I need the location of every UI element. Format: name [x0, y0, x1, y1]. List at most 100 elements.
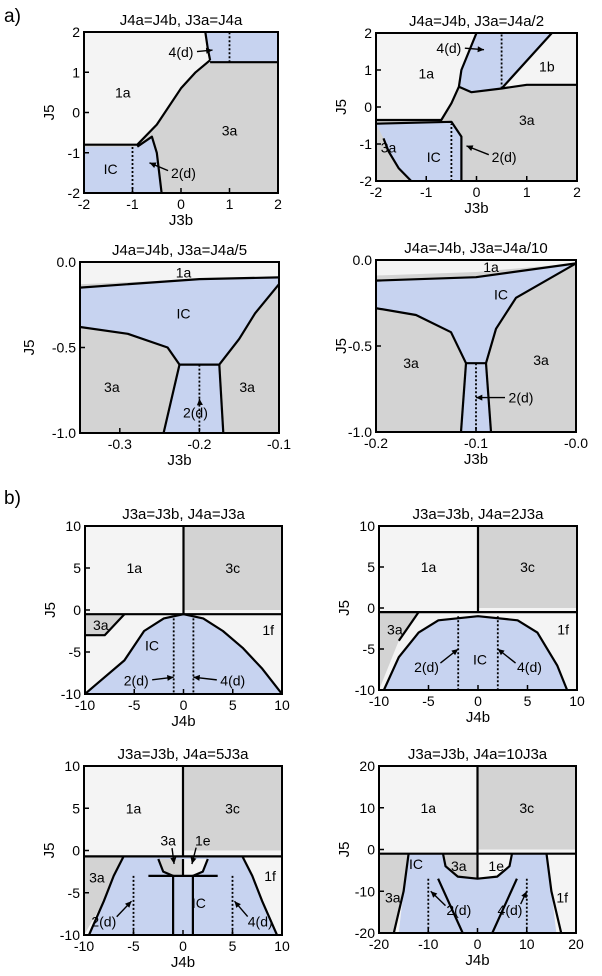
region-label-1f: 1f: [556, 890, 568, 906]
region-label-3a: 3a: [385, 890, 401, 906]
x-axis-label: J3b: [167, 452, 191, 469]
y-tick-label: -2: [68, 185, 81, 201]
y-tick-label: 0.0: [353, 252, 373, 268]
y-tick-label: 2: [72, 24, 80, 40]
region-label-3a: 3a: [222, 123, 238, 139]
x-axis-label: J4b: [171, 713, 195, 730]
plot-area: [379, 766, 576, 933]
x-tick-label: -10: [418, 936, 438, 952]
y-tick-label: -1.0: [52, 425, 76, 441]
region-label-IC: IC: [473, 652, 487, 668]
x-tick-label: 1: [226, 196, 234, 212]
y-axis-label: J5: [333, 99, 350, 115]
region-label-1b: 1b: [539, 58, 555, 74]
panel-5: 1a 3c 3a 1f IC 2(d) 4(d) -10 -5 0 5 10 -10 -5 0 5 10 J3a=…: [42, 506, 290, 730]
y-tick-label: 1: [364, 62, 372, 78]
region-label-1a: 1a: [115, 84, 131, 100]
region-label-3c: 3c: [520, 559, 535, 575]
region-label-1a: 1a: [176, 264, 192, 280]
region-label-IC: IC: [409, 856, 423, 872]
region-label-1a: 1a: [483, 259, 499, 275]
x-axis-label: J4b: [466, 709, 490, 726]
x-tick-label: -0.0: [564, 435, 588, 451]
x-tick-label: 0: [474, 936, 482, 952]
y-tick-label: 1: [72, 64, 80, 80]
panel-2: 1a 1b3a3aIC4(d)2(d)-2 -1 0 1 2-2-1012J4a=J4b,…: [333, 13, 581, 217]
region-4(d): [205, 32, 278, 62]
panel-1: 1a3aIC4(d)2(d)-2 -1 0 1 2-2-1012J4a=J4b, J3a…: [41, 12, 282, 229]
region-label-3a: 3a: [160, 832, 176, 848]
region-label-3a: 3a: [403, 355, 419, 371]
x-axis-label: J4b: [465, 952, 489, 969]
x-tick-label: 10: [274, 938, 290, 954]
y-axis-label: J5: [42, 602, 59, 618]
x-tick-label: 0: [474, 693, 482, 709]
y-tick-label: 10: [359, 518, 375, 534]
y-tick-label: -2: [360, 173, 373, 189]
y-tick-label: 0: [73, 602, 81, 618]
y-tick-label: 5: [73, 560, 81, 576]
y-tick-label: -10: [60, 927, 80, 943]
panel-title: J3a=J3b, J4a=J3a: [122, 506, 245, 523]
y-tick-label: 2: [364, 25, 372, 41]
region-label-IC: IC: [427, 149, 441, 165]
y-axis-label: J5: [41, 105, 58, 121]
panel-title: J3a=J3b, J4a=5J3a: [118, 746, 250, 763]
x-tick-label: -0.1: [464, 435, 488, 451]
region-label-3a: 3a: [89, 870, 105, 886]
region-label-3a: 3a: [93, 617, 109, 633]
region-label-IC: IC: [104, 161, 118, 177]
y-tick-label: 0.0: [57, 254, 77, 270]
x-tick-label: 2: [274, 196, 282, 212]
x-tick-label: 5: [229, 938, 237, 954]
y-tick-label: 5: [367, 559, 375, 575]
y-tick-label: -10: [355, 883, 375, 899]
y-axis-label: J5: [21, 340, 38, 356]
x-tick-label: -1: [420, 184, 433, 200]
x-axis-label: J4b: [171, 954, 195, 971]
y-tick-label: -5: [69, 644, 82, 660]
section-label-a: a): [4, 6, 21, 27]
x-tick-label: 0: [180, 697, 188, 713]
panel-title: J4a=J4b, J3a=J4a: [120, 12, 243, 29]
y-tick-label: -0.5: [348, 338, 372, 354]
region-label-3c: 3c: [225, 800, 240, 816]
x-tick-label: -5: [127, 938, 140, 954]
panel-title: J4a=J4b, J3a=J4a/2: [409, 13, 544, 30]
x-tick-label: 10: [569, 693, 585, 709]
region-label-1f: 1f: [557, 621, 569, 637]
y-tick-label: -20: [355, 925, 375, 941]
x-axis-label: J3b: [464, 451, 488, 468]
x-tick-label: 1: [523, 184, 531, 200]
panel-title: J3a=J3b, J4a=2J3a: [413, 506, 545, 523]
x-tick-label: -5: [422, 693, 435, 709]
region-label-3a: 3a: [387, 621, 403, 637]
y-tick-label: 10: [65, 518, 81, 534]
panel-4: 1aIC3a 3a2(d)-0.2 -0.1 -0.0-1.0-0.50.0J4a=J…: [333, 240, 588, 468]
x-tick-label: 10: [274, 697, 290, 713]
y-tick-label: 0: [72, 843, 80, 859]
x-tick-label: 5: [524, 693, 532, 709]
panel-8: 1a 3cIC 3a 1e3a 1f2(d) 4(d)-20 -10 0 10 20-20-100…: [336, 746, 584, 969]
region-label-4(d): 4(d): [498, 902, 523, 918]
y-tick-label: 0: [364, 99, 372, 115]
y-axis-label: J5: [336, 842, 353, 858]
region-label-3c: 3c: [519, 800, 534, 816]
y-axis-label: J5: [336, 600, 353, 616]
section-label-b: b): [4, 488, 21, 509]
region-label-IC: IC: [145, 637, 159, 653]
y-tick-label: 0: [72, 105, 80, 121]
x-tick-label: 0: [473, 184, 481, 200]
plot-area: [84, 766, 282, 935]
region-label-3a: 3a: [239, 379, 255, 395]
x-axis-label: J3b: [169, 212, 193, 229]
panel-3: 1a IC 3a 3a 2(d) -0.3 -0.2 -0.1 -1.0 -0.5 0.0 J4a=J…: [21, 242, 291, 469]
y-tick-label: -0.5: [52, 340, 76, 356]
x-tick-label: 0: [179, 938, 187, 954]
region-label-1a: 1a: [421, 559, 437, 575]
region-label-3a: 3a: [451, 858, 467, 874]
region-label-2(d): 2(d): [91, 913, 116, 929]
plot-area: [85, 526, 282, 694]
region-label-IC: IC: [494, 286, 508, 302]
region-label-3a: 3a: [381, 140, 397, 156]
